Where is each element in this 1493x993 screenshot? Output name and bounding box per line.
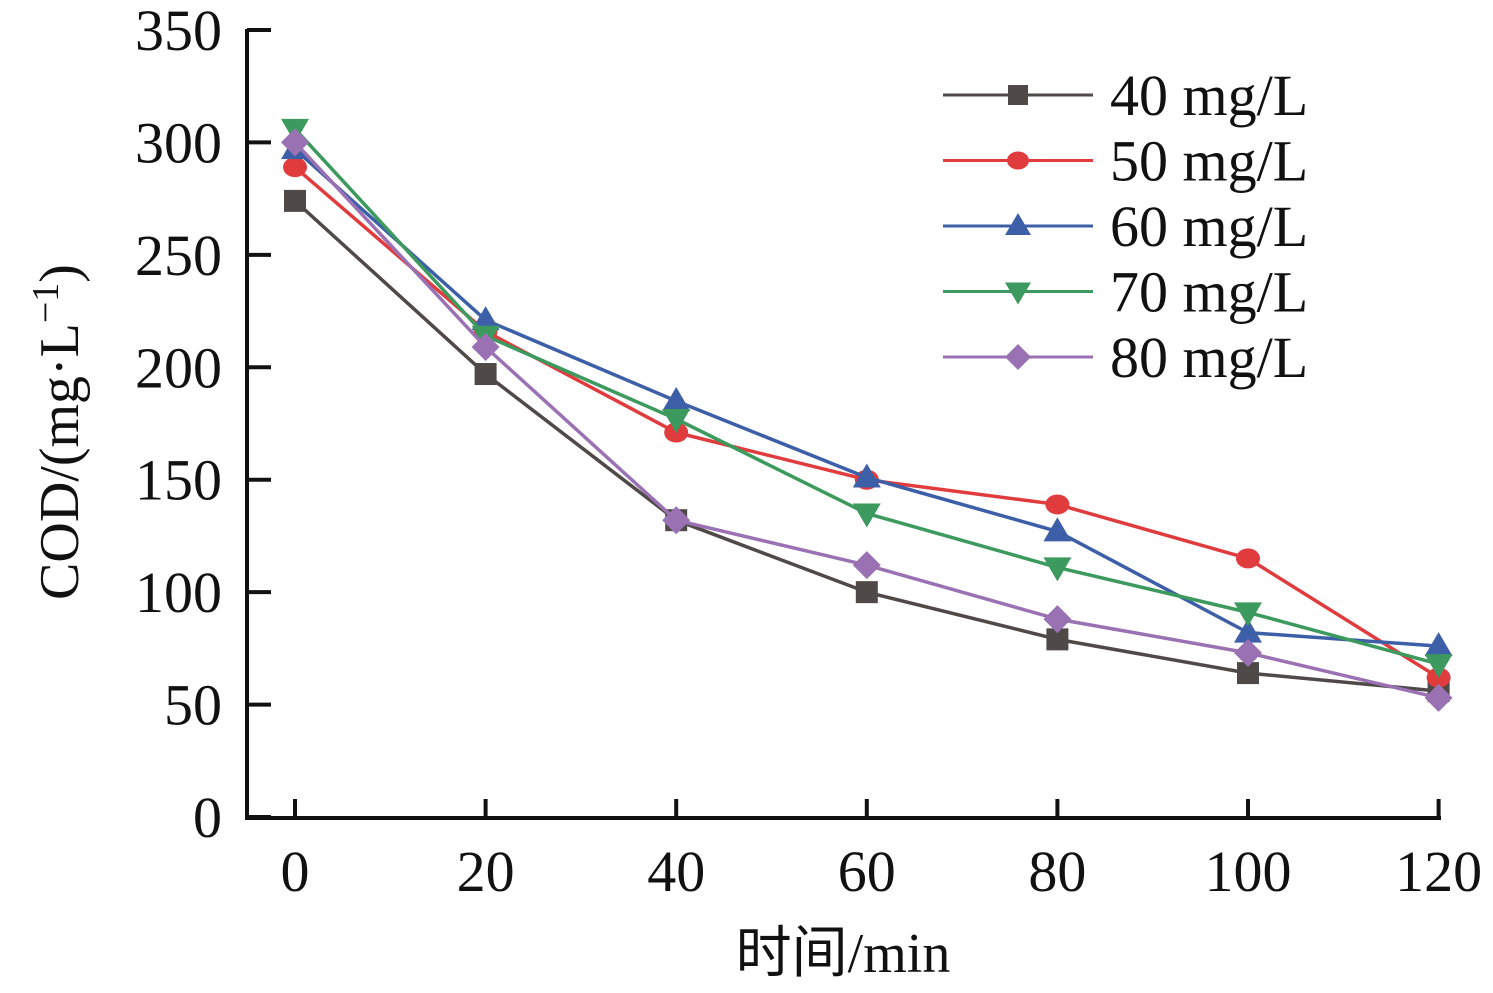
legend-marker <box>1005 344 1031 370</box>
data-point <box>1234 638 1262 667</box>
y-tick-label: 200 <box>135 335 222 400</box>
data-point <box>1043 605 1072 634</box>
legend-label: 60 mg/L <box>1110 194 1308 259</box>
data-point <box>281 128 309 157</box>
legend-marker <box>1007 151 1029 170</box>
legend-item: 50 mg/L <box>943 129 1308 194</box>
x-tick-label: 60 <box>838 839 896 904</box>
y-tick-label: 350 <box>135 0 222 63</box>
data-point <box>1424 654 1453 679</box>
data-point <box>471 333 500 362</box>
data-point <box>1234 602 1262 627</box>
legend-item: 70 mg/L <box>943 260 1308 325</box>
data-point <box>474 363 497 386</box>
data-point <box>283 157 307 178</box>
data-point <box>852 503 881 528</box>
x-tick-label: 100 <box>1205 839 1292 904</box>
data-point <box>1237 662 1259 685</box>
axes <box>245 29 1441 820</box>
y-axis-title-close: ) <box>29 264 91 283</box>
y-tick-label: 150 <box>135 448 222 513</box>
legend-label: 70 mg/L <box>1110 260 1308 325</box>
y-tick-label: 100 <box>135 560 222 625</box>
y-tick-label: 50 <box>164 673 222 738</box>
y-axis-title: COD/(mg·L−1) <box>25 264 91 600</box>
legend-label: 50 mg/L <box>1110 129 1308 194</box>
legend-marker <box>1008 85 1028 105</box>
data-point <box>284 189 306 212</box>
data-point <box>1043 517 1072 542</box>
data-point <box>1043 557 1072 582</box>
data-point <box>662 506 691 535</box>
series-layer <box>281 118 1453 712</box>
legend-label: 40 mg/L <box>1110 63 1308 128</box>
y-tick-label: 300 <box>135 110 222 175</box>
y-axis-title-sup: −1 <box>25 283 67 323</box>
data-point <box>471 306 500 331</box>
x-tick-label: 20 <box>457 839 515 904</box>
series-80-mg-l <box>281 128 1453 712</box>
x-tick-label: 80 <box>1028 839 1086 904</box>
legend-item: 60 mg/L <box>943 194 1308 259</box>
y-ticks: 0 50 100 150 200 250 300 350 <box>135 0 271 850</box>
x-ticks: 0 20 40 60 80 100 120 <box>281 799 1482 904</box>
data-point <box>1046 628 1069 651</box>
data-point <box>1234 618 1262 643</box>
x-axis-title: 时间/min <box>736 923 951 985</box>
legend-marker <box>1005 213 1031 235</box>
y-tick-label: 250 <box>135 223 222 288</box>
data-point <box>662 409 691 434</box>
legend-item: 80 mg/L <box>943 325 1308 390</box>
x-tick-label: 0 <box>281 839 310 904</box>
data-point <box>1424 632 1453 657</box>
data-point <box>662 387 691 412</box>
data-point <box>1236 548 1260 569</box>
legend-marker <box>1005 282 1031 305</box>
x-tick-label: 40 <box>647 839 705 904</box>
legend-item: 40 mg/L <box>943 63 1308 128</box>
x-tick-label: 120 <box>1395 839 1482 904</box>
data-point <box>1424 683 1453 712</box>
data-point <box>852 463 881 488</box>
y-tick-label: 0 <box>193 785 222 850</box>
y-axis-title-main: COD/(mg·L <box>29 323 91 600</box>
data-point <box>1045 494 1070 515</box>
legend-label: 80 mg/L <box>1110 325 1308 390</box>
data-point <box>855 581 878 604</box>
legend: 40 mg/L50 mg/L60 mg/L70 mg/L80 mg/L <box>943 63 1308 390</box>
data-point <box>852 551 881 580</box>
